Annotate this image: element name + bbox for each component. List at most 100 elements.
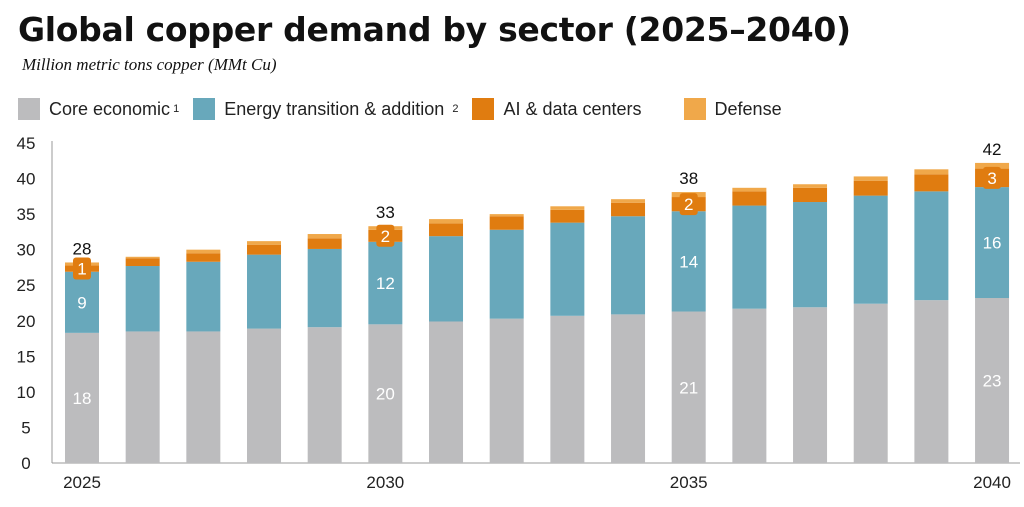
bar-segment-defense xyxy=(732,187,767,192)
legend-item-defense: Defense xyxy=(683,98,782,120)
y-tick-label: 0 xyxy=(21,454,30,473)
bar-segment-core xyxy=(793,307,828,463)
legend-label: Core economic xyxy=(49,98,171,119)
legend-swatch-core xyxy=(18,98,40,120)
legend-item-energy: Energy transition & addition 2 xyxy=(193,98,458,120)
bar-segment-energy xyxy=(975,187,1010,299)
bar-segment-core xyxy=(247,328,282,463)
bar-segment-ai xyxy=(125,258,160,267)
bar-segment-ai xyxy=(489,216,524,230)
y-tick-label: 30 xyxy=(17,241,36,260)
bar-segment-energy xyxy=(186,261,221,332)
data-label-total: 42 xyxy=(983,140,1002,159)
legend-label: AI & data centers xyxy=(503,98,642,119)
bar-segment-ai xyxy=(429,223,464,237)
y-tick-label: 40 xyxy=(17,170,36,189)
data-label-core: 20 xyxy=(376,385,395,404)
legend-swatch-ai xyxy=(472,98,495,120)
bar-segment-core xyxy=(671,311,706,463)
bar-segment-ai xyxy=(732,191,767,206)
bar-segment-defense xyxy=(247,241,282,245)
bar-segment-energy xyxy=(247,254,282,329)
bar-segment-energy xyxy=(550,222,585,316)
data-label-ai-badge xyxy=(376,224,395,247)
bar-segment-defense xyxy=(793,184,828,188)
bar-segment-energy xyxy=(732,205,767,309)
data-label-ai: 1 xyxy=(77,260,86,279)
bar-segment-defense xyxy=(550,206,585,210)
data-label-core: 18 xyxy=(73,389,92,408)
legend-swatch-defense xyxy=(683,98,706,120)
y-tick-label: 45 xyxy=(17,134,36,153)
bar-segment-ai xyxy=(550,209,585,223)
x-tick-label: 2035 xyxy=(670,473,708,492)
y-tick-label: 35 xyxy=(17,205,36,224)
data-label-ai-badge xyxy=(983,166,1002,189)
x-tick-label: 2030 xyxy=(366,473,404,492)
legend-label: Energy transition & addition xyxy=(224,98,445,119)
bar-segment-defense xyxy=(611,199,646,203)
bar-segment-energy xyxy=(793,202,828,308)
bar-segment-core xyxy=(853,303,888,463)
bar-segment-energy xyxy=(853,195,888,304)
chart-subtitle: Million metric tons copper (MMt Cu) xyxy=(22,55,277,74)
bar-segment-core xyxy=(489,318,524,463)
bar-segment-energy xyxy=(307,248,342,328)
bar-segment-core xyxy=(550,315,585,463)
bar-segment-energy xyxy=(429,236,464,322)
data-label-energy: 12 xyxy=(376,274,395,293)
bar-segment-energy xyxy=(671,211,706,312)
bar-segment-core xyxy=(368,324,403,463)
bar-segment-energy xyxy=(489,229,524,319)
bar-segment-core xyxy=(65,332,99,463)
chart-title: Global copper demand by sector (2025–204… xyxy=(18,10,851,49)
data-label-ai: 2 xyxy=(684,195,693,214)
bar-segment-energy xyxy=(65,271,99,333)
data-label-energy: 14 xyxy=(679,252,698,271)
legend-swatch-energy xyxy=(193,98,216,120)
data-label-total: 28 xyxy=(73,239,92,258)
bar-segment-energy xyxy=(125,266,160,332)
footnote-marker: 1 xyxy=(173,103,180,115)
data-label-energy: 16 xyxy=(983,234,1002,253)
bar-segment-ai xyxy=(914,174,949,192)
x-tick-label: 2040 xyxy=(973,473,1011,492)
bar-segment-core xyxy=(125,331,160,463)
bar-segment-ai xyxy=(611,202,646,217)
bar-segment-core xyxy=(732,308,767,463)
footnote-marker: 2 xyxy=(452,103,459,115)
bar-segment-energy xyxy=(368,241,403,325)
bar-segment-defense xyxy=(853,176,888,181)
bar-segment-defense xyxy=(307,234,342,239)
bar-segment-ai xyxy=(793,187,828,203)
bar-segment-core xyxy=(611,314,646,463)
y-tick-label: 15 xyxy=(17,347,36,366)
y-tick-label: 10 xyxy=(17,383,36,402)
data-label-energy: 9 xyxy=(77,293,86,312)
legend: Core economic 1 Energy transition & addit… xyxy=(18,98,796,120)
y-tick-label: 20 xyxy=(17,312,36,331)
data-label-total: 33 xyxy=(376,203,395,222)
data-label-ai: 2 xyxy=(381,227,390,246)
data-label-core: 21 xyxy=(679,378,698,397)
bar-segment-core xyxy=(975,298,1010,463)
bar-segment-ai xyxy=(247,244,282,255)
y-tick-label: 25 xyxy=(17,276,36,295)
data-label-core: 23 xyxy=(983,372,1002,391)
bar-segment-defense xyxy=(429,219,464,224)
x-tick-label: 2025 xyxy=(63,473,101,492)
bar-segment-core xyxy=(307,327,342,463)
data-label-ai-badge xyxy=(679,193,698,216)
bar-segment-defense xyxy=(489,214,524,217)
bar-segment-defense xyxy=(914,169,949,175)
data-label-ai: 3 xyxy=(987,169,996,188)
legend-item-ai: AI & data centers xyxy=(472,98,669,120)
legend-label: Defense xyxy=(714,98,782,119)
bar-segment-defense xyxy=(125,256,160,259)
bar-segment-ai xyxy=(186,253,221,262)
bar-segment-energy xyxy=(611,216,646,315)
bar-segment-defense xyxy=(186,249,221,254)
bar-segment-core xyxy=(429,321,464,463)
bar-segment-core xyxy=(914,300,949,463)
